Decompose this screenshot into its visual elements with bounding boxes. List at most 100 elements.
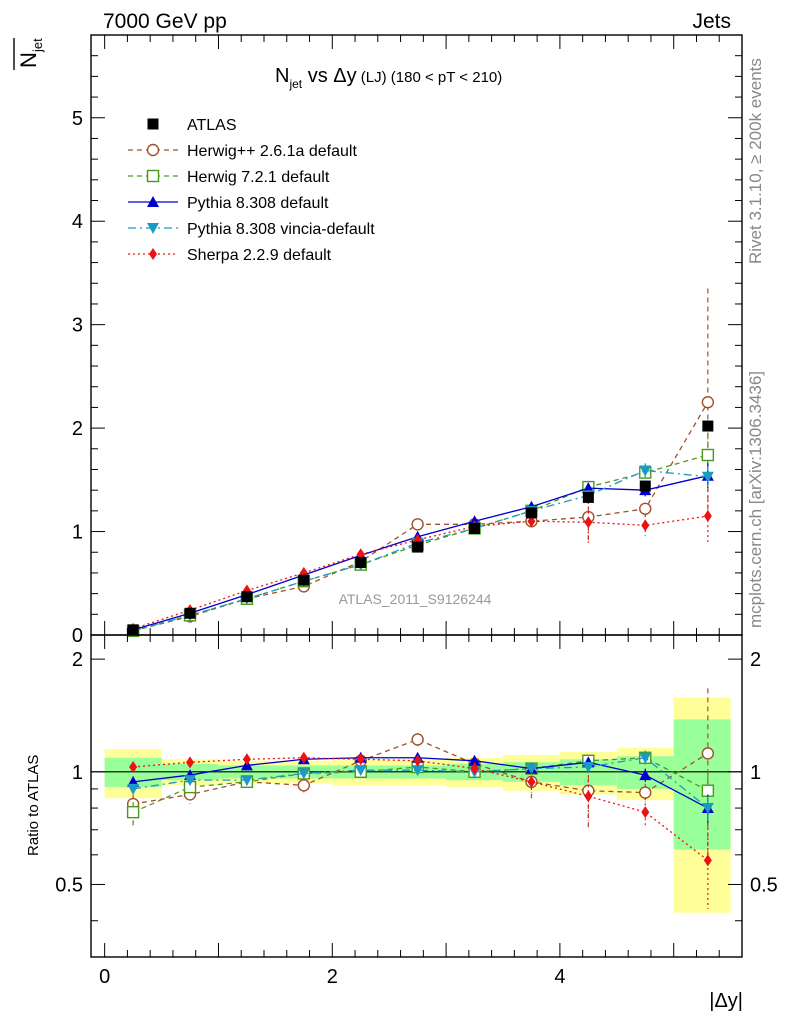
legend-item: Sherpa 2.2.9 default: [128, 247, 332, 264]
title-main: N: [275, 65, 289, 87]
ratio-tick-label-right: 2: [750, 649, 761, 671]
data-point: [703, 510, 712, 523]
legend-label: Pythia 8.308 vincia-default: [187, 221, 375, 238]
ratio-point: [525, 763, 538, 775]
data-point: [584, 516, 593, 529]
ratio-point: [641, 806, 650, 819]
legend-label: Pythia 8.308 default: [187, 195, 329, 212]
ratio-point: [582, 761, 595, 773]
ratio-point: [299, 751, 308, 764]
atlas-data-point: [127, 624, 139, 636]
ratio-point: [127, 783, 140, 795]
y-tick-label: 4: [72, 211, 83, 233]
x-tick-label: 0: [99, 966, 110, 988]
data-point: [701, 471, 714, 483]
ratio-tick-label-left: 0.5: [55, 874, 83, 896]
atlas-data-point: [582, 491, 594, 503]
header-right: Jets: [692, 10, 731, 33]
atlas-data-point: [639, 480, 651, 492]
analysis-watermark: ATLAS_2011_S9126244: [339, 591, 492, 607]
ratio-point: [242, 753, 251, 766]
mcplots-label: mcplots.cern.ch [arXiv:1306.3436]: [746, 371, 765, 628]
ratio-point: [411, 765, 424, 777]
ratio-point: [411, 733, 424, 746]
legend-item: Pythia 8.308 vincia-default: [128, 221, 375, 238]
ratio-line: [133, 757, 709, 809]
ratio-point: [186, 756, 195, 769]
data-point: [639, 465, 652, 477]
legend-marker: [149, 248, 157, 260]
data-point: [411, 518, 424, 531]
atlas-data-point: [298, 574, 310, 586]
title-sub: jet: [288, 77, 302, 91]
ratio-point: [354, 765, 367, 777]
x-tick-label: 2: [327, 966, 338, 988]
ratio-point: [639, 786, 652, 799]
atlas-data-point: [412, 541, 424, 553]
y-axis-label-sub: jet: [30, 38, 45, 53]
y-tick-label: 0: [72, 625, 83, 647]
ratio-point: [701, 747, 715, 760]
ratio-point: [356, 753, 365, 766]
legend: ATLAS Herwig++ 2.6.1a default Herwig 7.2.1…: [128, 117, 375, 264]
ratio-point: [413, 754, 422, 767]
legend-item: Pythia 8.308 default: [128, 195, 329, 212]
atlas-data-point: [525, 507, 537, 519]
ratio-point: [527, 775, 536, 788]
series-line: [132, 515, 708, 630]
x-axis-label: |Δy|: [709, 990, 743, 1012]
y-tick-label: 1: [72, 522, 83, 544]
ratio-axis-label: Ratio to ATLAS: [25, 755, 42, 856]
ratio-plot-frame: [90, 634, 743, 958]
legend-marker: [147, 223, 159, 234]
ratio-point: [126, 805, 140, 819]
atlas-data-point: [355, 557, 367, 569]
atlas-data-point: [241, 591, 253, 603]
y-axis-label-main: N jet: [13, 38, 45, 70]
legend-marker: [147, 196, 159, 207]
ratio-tick-label-right: 0.5: [750, 874, 778, 896]
legend-label: Herwig 7.2.1 default: [187, 169, 330, 186]
ratio-point: [701, 803, 714, 815]
ratio-tick-label-right: 1: [750, 762, 761, 784]
ratio-line: [133, 757, 709, 861]
title-vs: vs Δy: [302, 65, 356, 87]
legend-item: Herwig++ 2.6.1a default: [128, 143, 357, 160]
ratio-point: [184, 775, 197, 787]
chart-title: Njet vs Δy (LJ) (180 < pT < 210): [275, 65, 502, 91]
data-point: [639, 502, 652, 515]
y-tick-label: 2: [72, 418, 83, 440]
ratio-point: [297, 779, 311, 792]
series-sherpa-2-2-9-default: [129, 490, 712, 909]
legend-label: Sherpa 2.2.9 default: [187, 247, 332, 264]
ratio-point: [639, 752, 652, 764]
ratio-tick-label-left: 2: [72, 649, 83, 671]
ratio-point: [584, 790, 593, 803]
ratio-point: [240, 775, 253, 787]
legend-marker: [147, 118, 159, 130]
ratio-point: [639, 769, 652, 781]
ratio-point: [468, 754, 481, 766]
ratio-point: [129, 760, 138, 773]
x-tick-label: 4: [554, 966, 565, 988]
legend-item: Herwig 7.2.1 default: [128, 169, 330, 186]
ratio-tick-label-left: 1: [72, 762, 83, 784]
ratio-point: [470, 762, 479, 775]
legend-marker: [146, 169, 160, 183]
title-range: (180 < pT < 210): [387, 69, 503, 86]
header-left: 7000 GeV pp: [103, 10, 227, 33]
atlas-data-point: [702, 420, 714, 432]
atlas-data-point: [184, 607, 196, 619]
rivet-version-label: Rivet 3.1.10, ≥ 200k events: [746, 58, 765, 264]
legend-label: ATLAS: [187, 117, 237, 134]
atlas-data-point: [469, 522, 481, 534]
title-lj: (LJ): [357, 69, 387, 86]
data-point: [701, 448, 715, 462]
series-layer: [126, 288, 715, 909]
y-axis-label-text: N: [16, 52, 41, 68]
data-point: [701, 396, 715, 409]
ratio-point: [703, 854, 712, 867]
data-point: [641, 519, 650, 532]
